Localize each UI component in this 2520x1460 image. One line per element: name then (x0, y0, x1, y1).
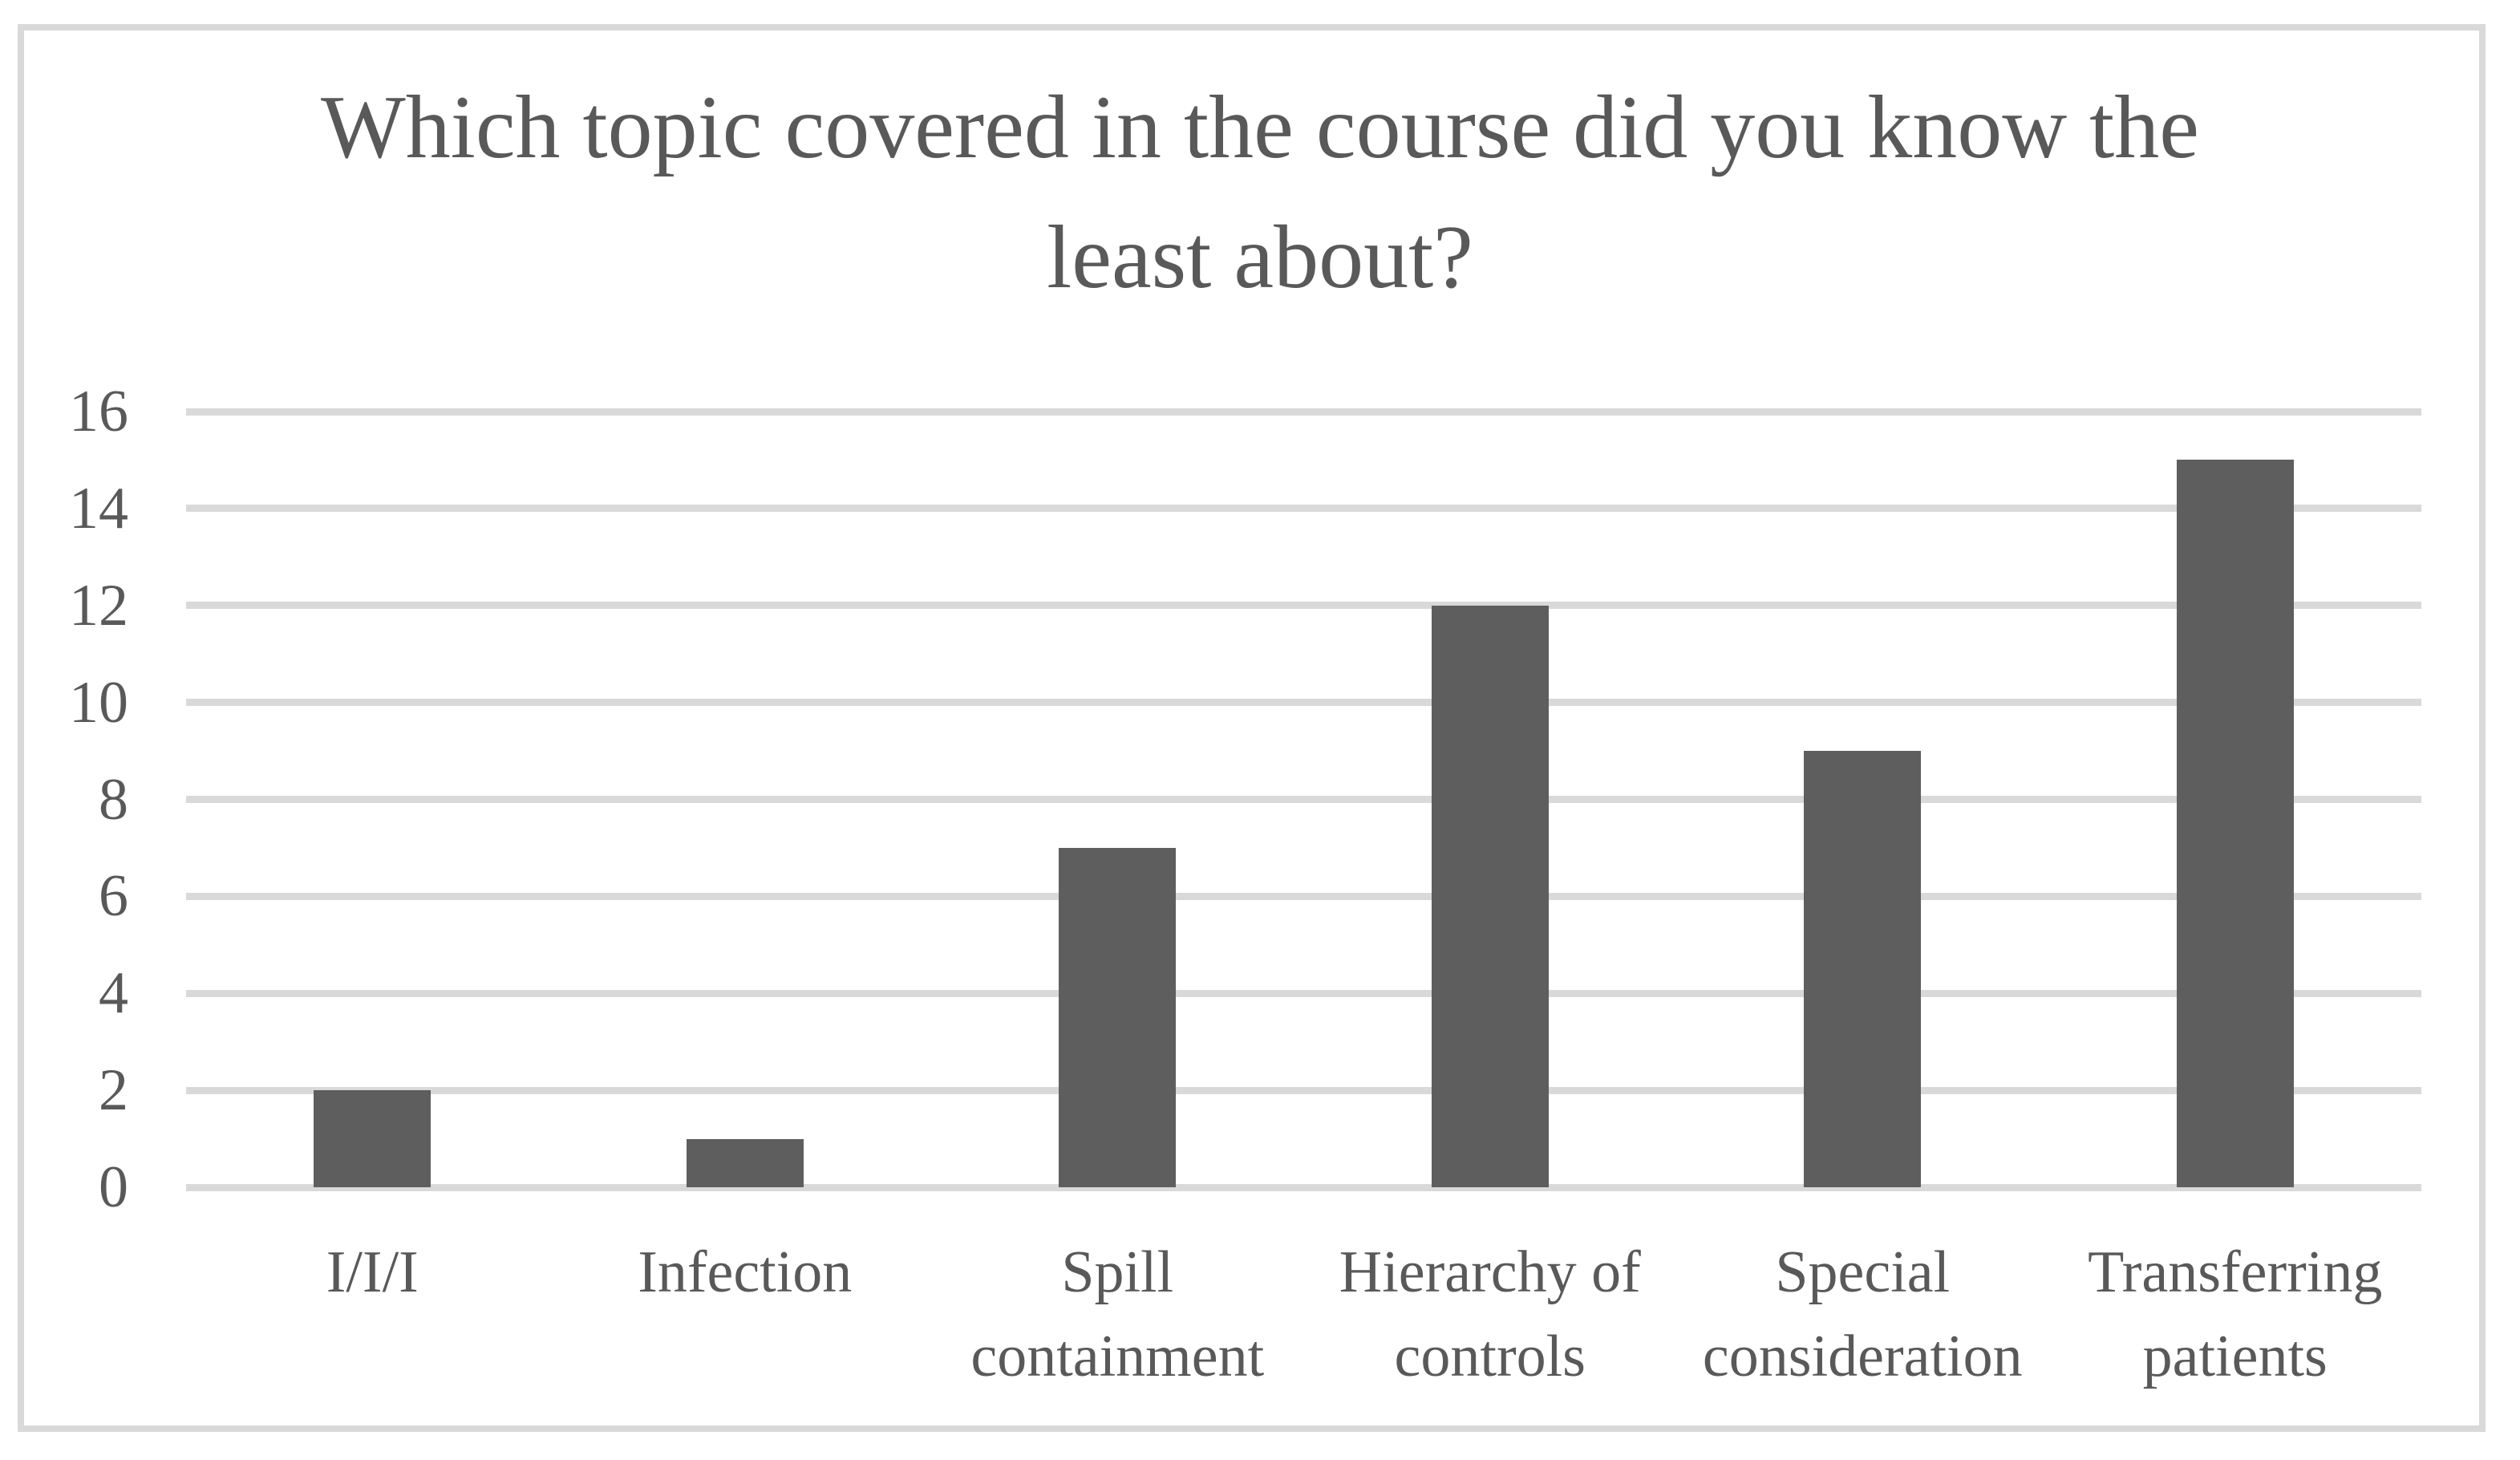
gridline (186, 892, 2421, 900)
x-category-label: Special consideration (1702, 1239, 2023, 1390)
bar-i-i-i (314, 1090, 431, 1187)
y-tick-label: 2 (99, 1057, 128, 1124)
bar-infection (686, 1138, 804, 1187)
bar-hierarchy-of-controls (1431, 605, 1549, 1187)
x-axis: I/I/I Infection Spill containment Hierarchy… (186, 1231, 2421, 1423)
y-tick-label: 0 (99, 1154, 128, 1220)
x-category-label: I/I/I (326, 1239, 419, 1305)
gridline (186, 602, 2421, 610)
chart-frame (18, 24, 2486, 1432)
plot-area (186, 408, 2421, 1191)
y-tick-label: 12 (69, 572, 128, 639)
chart-title: Which topic covered in the course did yo… (321, 78, 2199, 308)
gridline (186, 408, 2421, 416)
x-category-label: Hierarchy of controls (1339, 1239, 1641, 1390)
bar-transferring-patients (2176, 460, 2294, 1187)
x-category-label: Transferring patients (2088, 1239, 2383, 1390)
y-tick-label: 10 (69, 669, 128, 736)
bar-spill-containment (1059, 847, 1177, 1187)
gridline (186, 699, 2421, 707)
y-axis: 0 2 4 6 8 10 12 14 16 (0, 382, 128, 1217)
x-category-label: Spill containment (970, 1239, 1265, 1390)
y-tick-label: 6 (99, 863, 128, 930)
gridline (186, 1086, 2421, 1094)
gridline (186, 505, 2421, 513)
x-category-label: Infection (638, 1239, 853, 1305)
gridline (186, 989, 2421, 997)
y-tick-label: 4 (99, 960, 128, 1027)
y-tick-label: 14 (69, 475, 128, 541)
gridline (186, 1183, 2421, 1191)
gridline (186, 796, 2421, 803)
y-tick-label: 8 (99, 766, 128, 833)
y-tick-label: 16 (69, 379, 128, 444)
bar-special-consideration (1804, 751, 1922, 1187)
